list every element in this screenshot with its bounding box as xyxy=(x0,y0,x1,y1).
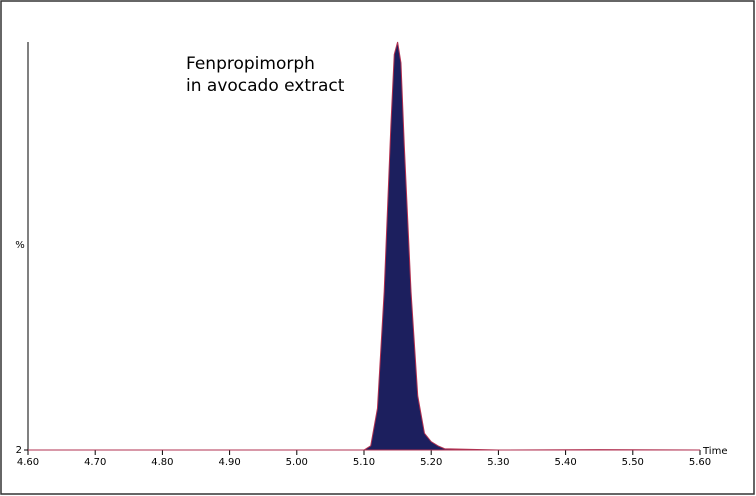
x-tick-label: 5.30 xyxy=(487,457,509,468)
x-tick-label: 4.90 xyxy=(218,457,240,468)
x-tick-label: 5.00 xyxy=(286,457,308,468)
annotation: in avocado extract xyxy=(186,76,345,96)
x-tick-label: 4.70 xyxy=(84,457,106,468)
y-axis-label: % xyxy=(15,240,25,251)
x-axis-label: Time xyxy=(702,446,727,457)
x-tick-label: 5.20 xyxy=(420,457,442,468)
annotation: Fenpropimorph xyxy=(186,54,315,74)
x-tick-label: 5.60 xyxy=(689,457,711,468)
x-tick-label: 5.50 xyxy=(622,457,644,468)
x-tick-label: 4.60 xyxy=(17,457,39,468)
peak-area xyxy=(28,41,701,451)
x-tick-label: 5.10 xyxy=(353,457,375,468)
x-tick-label: 4.80 xyxy=(151,457,173,468)
y-tick-label: 2 xyxy=(16,445,22,456)
x-tick-label: 5.40 xyxy=(554,457,576,468)
